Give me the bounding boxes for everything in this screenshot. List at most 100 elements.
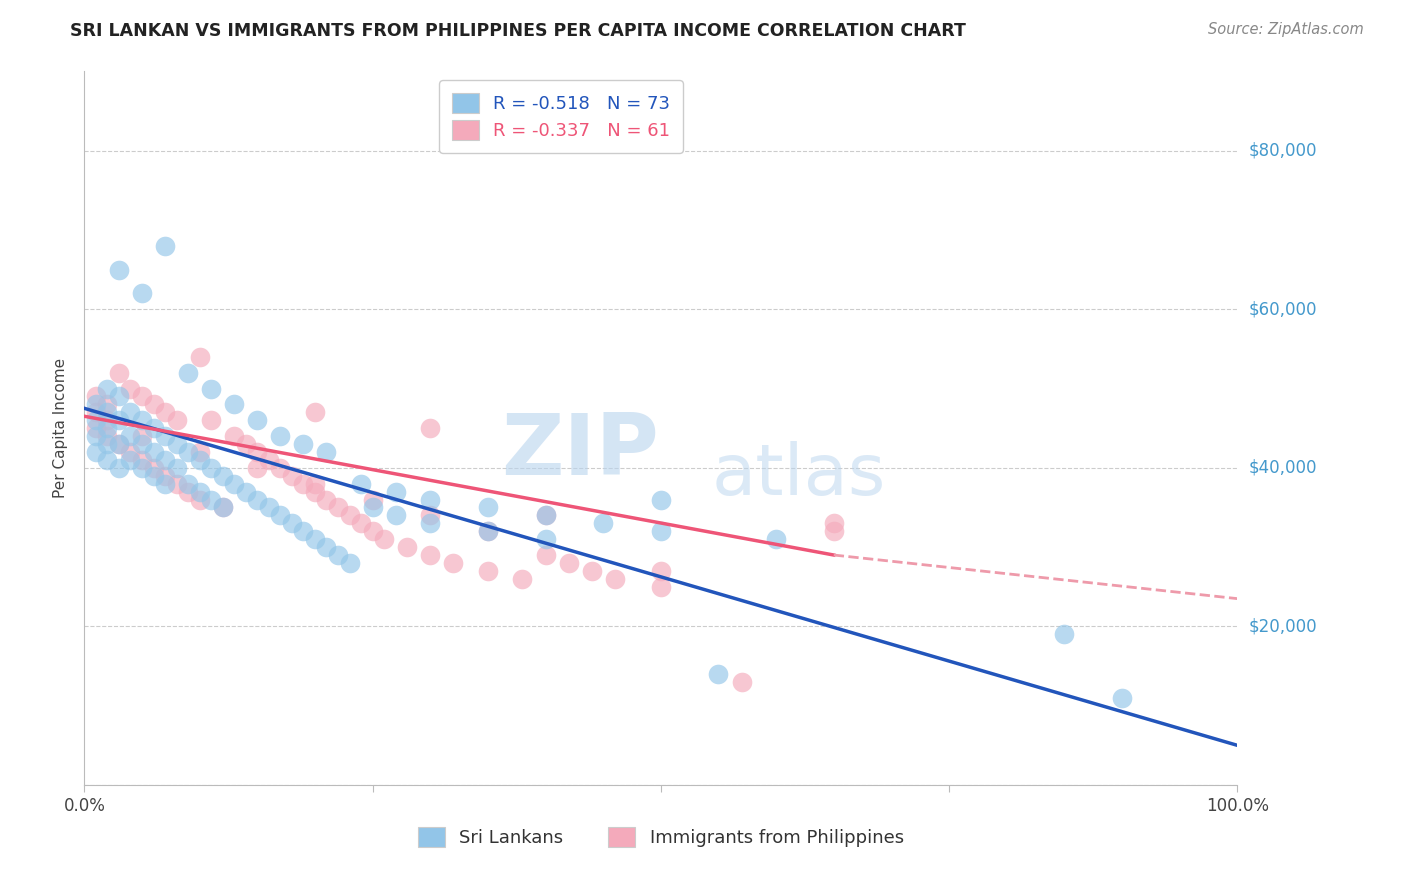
Point [477, 500, 499, 515]
Point [650, 524, 672, 539]
Point [361, 492, 384, 507]
Point [304, 476, 326, 491]
Point [304, 532, 326, 546]
Point [108, 262, 131, 277]
Point [292, 437, 315, 451]
Point [419, 516, 441, 531]
Point [166, 476, 188, 491]
Legend: Sri Lankans, Immigrants from Philippines: Sri Lankans, Immigrants from Philippines [411, 820, 911, 855]
Point [603, 572, 626, 586]
Point [235, 484, 257, 499]
Text: $80,000: $80,000 [1249, 142, 1317, 160]
Point [557, 556, 579, 570]
Point [153, 239, 176, 253]
Point [477, 564, 499, 578]
Point [534, 508, 557, 523]
Point [384, 508, 406, 523]
Text: atlas: atlas [711, 442, 886, 510]
Point [224, 429, 246, 443]
Text: $40,000: $40,000 [1249, 458, 1317, 477]
Point [315, 492, 337, 507]
Point [396, 540, 419, 554]
Point [246, 460, 269, 475]
Point [96, 429, 118, 443]
Point [419, 508, 441, 523]
Point [142, 468, 165, 483]
Point [200, 413, 222, 427]
Point [350, 476, 373, 491]
Point [108, 460, 131, 475]
Point [96, 453, 118, 467]
Point [257, 453, 280, 467]
Point [534, 548, 557, 562]
Point [292, 476, 315, 491]
Point [281, 468, 304, 483]
Point [200, 382, 222, 396]
Point [108, 413, 131, 427]
Point [142, 460, 165, 475]
Point [96, 413, 118, 427]
Point [131, 429, 153, 443]
Point [188, 492, 211, 507]
Point [166, 437, 188, 451]
Text: $60,000: $60,000 [1249, 301, 1317, 318]
Point [84, 397, 107, 411]
Point [315, 445, 337, 459]
Point [84, 421, 107, 435]
Point [257, 500, 280, 515]
Point [477, 524, 499, 539]
Point [200, 492, 222, 507]
Point [177, 484, 200, 499]
Point [419, 548, 441, 562]
Point [650, 564, 672, 578]
Point [120, 445, 142, 459]
Point [326, 500, 349, 515]
Point [131, 453, 153, 467]
Point [581, 564, 603, 578]
Point [534, 508, 557, 523]
Point [512, 572, 534, 586]
Y-axis label: Per Capita Income: Per Capita Income [53, 358, 69, 499]
Point [339, 556, 361, 570]
Point [373, 532, 395, 546]
Point [650, 492, 672, 507]
Point [84, 405, 107, 419]
Point [84, 429, 107, 443]
Point [108, 389, 131, 403]
Point [304, 405, 326, 419]
Point [441, 556, 464, 570]
Point [350, 516, 373, 531]
Point [131, 437, 153, 451]
Point [419, 492, 441, 507]
Point [1053, 627, 1076, 641]
Point [108, 437, 131, 451]
Point [131, 286, 153, 301]
Point [166, 460, 188, 475]
Point [823, 516, 845, 531]
Point [131, 389, 153, 403]
Point [200, 460, 222, 475]
Point [269, 460, 291, 475]
Point [281, 516, 304, 531]
Point [166, 413, 188, 427]
Point [650, 580, 672, 594]
Point [224, 397, 246, 411]
Point [96, 397, 118, 411]
Point [188, 484, 211, 499]
Point [304, 484, 326, 499]
Point [96, 437, 118, 451]
Point [592, 516, 614, 531]
Point [131, 460, 153, 475]
Point [153, 476, 176, 491]
Point [361, 524, 384, 539]
Point [177, 476, 200, 491]
Point [211, 500, 233, 515]
Point [84, 413, 107, 427]
Point [96, 382, 118, 396]
Text: $20,000: $20,000 [1249, 617, 1317, 635]
Point [235, 437, 257, 451]
Point [211, 500, 233, 515]
Text: SRI LANKAN VS IMMIGRANTS FROM PHILIPPINES PER CAPITA INCOME CORRELATION CHART: SRI LANKAN VS IMMIGRANTS FROM PHILIPPINE… [70, 22, 966, 40]
Point [131, 413, 153, 427]
Point [823, 524, 845, 539]
